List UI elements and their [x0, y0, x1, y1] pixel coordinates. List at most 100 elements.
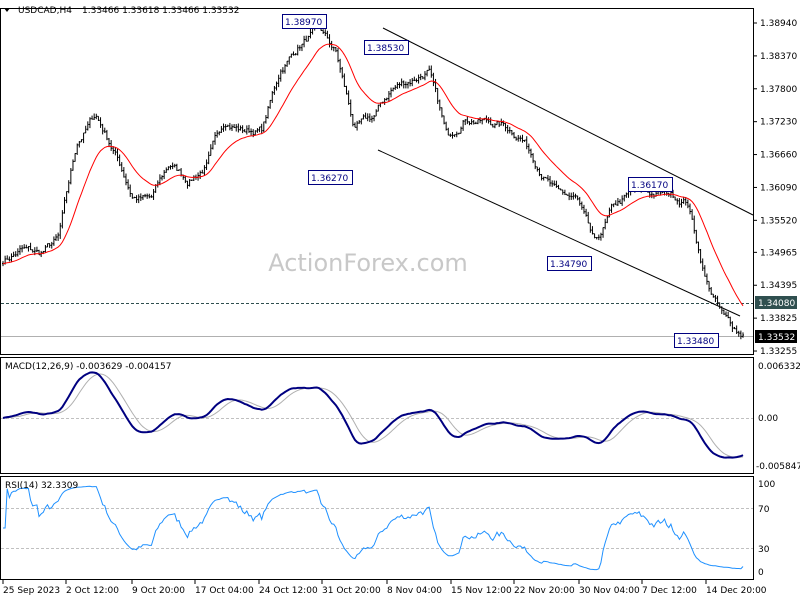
current-price-label: 1.33532 [758, 333, 795, 343]
ohlc-bar [474, 121, 477, 125]
time-tick-label: 9 Oct 20:00 [132, 586, 185, 596]
time-axis: 25 Sep 2023 2 Oct 12:00 9 Oct 20:00 17 Oct … [2, 580, 767, 596]
watermark: ActionForex.com [268, 249, 468, 277]
ohlc-bar [8, 256, 11, 262]
ohlc-bar [445, 121, 448, 131]
triangle-down-icon[interactable] [4, 8, 10, 12]
ohlc-bar [146, 193, 149, 199]
ohlc-bar [566, 193, 569, 196]
price-tick-label: 1.35520 [760, 216, 797, 226]
ohlc-bar [203, 165, 206, 176]
ohlc-bar [362, 114, 365, 120]
ohlc-bar [390, 87, 393, 98]
ohlc-bar [593, 233, 596, 239]
ohlc-bar [101, 123, 104, 135]
ohlc-bar [112, 146, 115, 155]
price-tick-label: 1.33825 [760, 314, 797, 324]
ohlc-bar [712, 293, 715, 298]
ohlc-bar [360, 118, 363, 125]
ohlc-bar [508, 126, 511, 134]
time-tick-label: 7 Dec 12:00 [642, 586, 697, 596]
ohlc-bar [392, 87, 395, 92]
ohlc-bar [305, 35, 308, 42]
ohlc-bar [201, 169, 204, 174]
ohlc-bar [697, 241, 700, 254]
ohlc-bar [470, 118, 473, 125]
ohlc-bar [491, 123, 494, 128]
channel-upper-line[interactable] [382, 27, 754, 216]
ohlc-bar [549, 175, 552, 187]
ohlc-bar [599, 232, 602, 241]
price-annotation[interactable]: 1.33480 [674, 333, 719, 348]
ohlc-bar [434, 78, 437, 93]
ohlc-bar [158, 174, 161, 186]
ohlc-bar [396, 82, 399, 89]
ohlc-bar [78, 141, 81, 148]
ohlc-bar [703, 265, 706, 277]
ohlc-bar [737, 330, 740, 337]
ohlc-bar [688, 203, 691, 215]
ohlc-bar [281, 67, 284, 74]
ohlc-bar [409, 79, 412, 87]
ohlc-bar [303, 35, 306, 48]
ohlc-bar [411, 77, 414, 87]
ohlc-bar [455, 131, 458, 138]
ohlc-bar [273, 85, 276, 95]
ohlc-bar [423, 71, 426, 81]
ohlc-bar [729, 316, 732, 327]
price-annotation[interactable]: 1.36170 [628, 177, 673, 192]
ohlc-bar [349, 99, 352, 117]
ohlc-bar [243, 129, 246, 133]
ohlc-bar [69, 168, 72, 185]
price-annotation[interactable]: 1.38970 [282, 14, 327, 29]
ohlc-bar [65, 191, 68, 204]
ohlc-bar [705, 273, 708, 285]
ohlc-bar [205, 159, 208, 170]
ohlc-bar [245, 125, 248, 135]
channel-lower-line[interactable] [377, 149, 741, 317]
annotation-label: 1.34790 [550, 260, 587, 270]
rsi-axis-100: 100 [758, 480, 775, 490]
ohlc-bar [438, 99, 441, 111]
ohlc-bar [241, 125, 244, 134]
macd-axis-min: -0.005847 [756, 462, 800, 472]
ohlc-bar [105, 129, 108, 141]
moving-average-line [2, 43, 744, 307]
ohlc-bar [307, 35, 310, 42]
ohlc-bar [61, 210, 64, 229]
ohlc-bar [247, 124, 250, 133]
rsi-pane[interactable] [0, 476, 754, 580]
price-annotation[interactable]: 1.36270 [308, 170, 353, 185]
ohlc-bar [561, 189, 564, 195]
time-tick-label: 17 Oct 04:00 [195, 586, 254, 596]
ohlc-bar [498, 121, 501, 128]
macd-axis-max: 0.006332 [758, 362, 800, 372]
price-annotation[interactable]: 1.34790 [547, 256, 592, 271]
ohlc-bar [366, 113, 369, 122]
ohlc-bar [680, 198, 683, 208]
ohlc-bar [103, 127, 106, 134]
macd-pane[interactable] [0, 357, 754, 474]
ohlc-bar [330, 40, 333, 51]
price-annotation[interactable]: 1.38530 [364, 40, 409, 55]
ohlc-bar [97, 115, 100, 121]
ohlc-bar [351, 114, 354, 127]
rsi-line [3, 485, 744, 571]
ohlc-bar [487, 117, 490, 124]
ohlc-bar [353, 122, 356, 128]
ohlc-bar [277, 74, 280, 88]
ohlc-bar [504, 123, 507, 132]
macd-axis-zero: 0.00 [758, 414, 778, 424]
ohlc-bar [190, 179, 193, 181]
price-tick-label: 1.38940 [760, 19, 797, 29]
ohlc-bar [290, 53, 293, 58]
ohlc-bar [387, 91, 390, 102]
ohlc-bar [334, 47, 337, 53]
ohlc-bar [292, 51, 295, 56]
price-tick-label: 1.36090 [760, 183, 797, 193]
ohlc-bar [339, 58, 342, 73]
ohlc-bar [402, 80, 405, 89]
ohlc-bar [358, 120, 361, 124]
ohlc-bar [517, 134, 520, 142]
